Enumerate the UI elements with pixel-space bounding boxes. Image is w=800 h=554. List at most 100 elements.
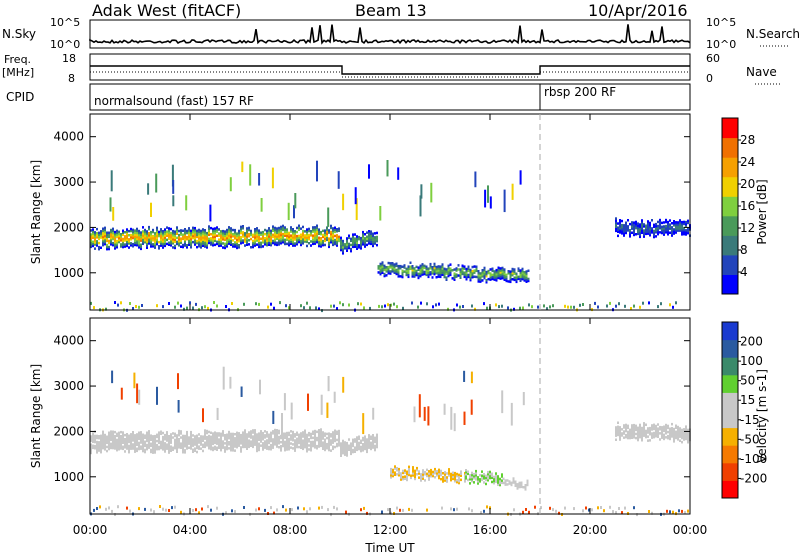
heatmap-cell [364,243,366,246]
heatmap-cell [218,238,220,241]
heatmap-cell [683,220,685,224]
heatmap-cell [400,472,402,475]
heatmap-cell [122,445,124,448]
heatmap-cell [324,239,326,243]
heatmap-cell [188,446,190,449]
heatmap-cell [142,234,144,237]
heatmap-cell [254,228,256,231]
heatmap-cell [120,237,122,240]
heatmap-cell [520,485,523,489]
heatmap-cell [465,275,468,279]
heatmap-cell [164,435,166,439]
heatmap-cell [444,479,446,482]
heatmap-cell [314,228,316,231]
heatmap-cell [284,226,286,229]
heatmap-cell [316,447,318,450]
heatmap-cell [519,269,522,272]
time-tick-label: 04:00 [173,523,208,537]
heatmap-cell [431,272,434,275]
heatmap-cell [511,278,514,281]
heatmap-cell [210,445,212,449]
heatmap-cell [174,434,176,438]
heatmap-cell [663,221,665,224]
heatmap-cell [452,475,454,479]
heatmap-cell [354,233,356,236]
heatmap-cell [90,233,92,236]
heatmap-cell [214,229,216,232]
heatmap-cell [214,439,216,443]
heatmap-cell [186,447,188,450]
heatmap-cell [615,225,617,228]
heatmap-cell [240,438,242,441]
heatmap-cell [276,439,278,442]
heatmap-cell [273,306,275,310]
heatmap-cell [491,277,494,281]
heatmap-cell [108,435,110,438]
heatmap-cell [518,483,521,487]
heatmap-cell [617,427,619,431]
heatmap-cell [198,230,200,234]
heatmap-cell [134,446,136,449]
heatmap-cell [134,436,136,439]
heatmap-cell [106,237,108,241]
heatmap-cell [354,239,356,242]
heatmap-cell [316,238,318,242]
heatmap-cell [240,446,242,449]
heatmap-cell [114,243,116,246]
heatmap-cell [108,445,110,449]
heatmap-cell [266,243,268,247]
heatmap-cell [188,231,190,234]
heatmap-cell [324,233,326,236]
heatmap-cell [124,235,126,238]
heatmap-cell [278,435,280,439]
heatmap-cell [279,301,281,305]
heatmap-cell [200,242,202,245]
heatmap-cell [294,439,296,442]
heatmap-cell [366,448,368,451]
heatmap-cell [368,442,370,445]
heatmap-cell [591,508,593,512]
heatmap-cell [308,229,310,233]
heatmap-cell [433,266,436,270]
heatmap-cell [679,427,681,430]
heatmap-cell [286,228,288,231]
heatmap-cell [344,245,346,248]
heatmap-cell [633,304,635,308]
heatmap-cell [286,236,288,239]
heatmap-cell [362,443,364,446]
heatmap-cell [310,449,312,452]
heatmap-cell [446,472,448,475]
heatmap-cell [395,268,398,272]
heatmap-cell [126,238,128,241]
heatmap-cell [419,272,422,276]
heatmap-cell [186,237,188,241]
heatmap-cell [318,232,320,235]
heatmap-cell [272,241,274,245]
heatmap-cell [122,237,124,241]
heatmap-cell [208,229,210,232]
heatmap-cell [374,236,376,239]
heatmap-cell [463,267,466,270]
heatmap-cell [398,467,400,471]
heatmap-cell [669,429,671,433]
heatmap-cell [138,431,140,434]
heatmap-cell [174,236,176,239]
heatmap-cell [441,267,444,270]
heatmap-cell [326,236,328,240]
heatmap-cell [260,440,262,443]
heatmap-cell [526,483,529,487]
heatmap-cell [398,474,400,477]
heatmap-cell [292,439,294,442]
heatmap-cell [376,437,378,441]
heatmap-cell [455,275,458,278]
heatmap-cell [318,228,320,231]
heatmap-cell [460,472,462,475]
heatmap-cell [120,387,123,400]
heatmap-cell [624,304,626,308]
heatmap-cell [258,243,260,247]
heatmap-cell [292,232,294,235]
heatmap-cell [475,265,478,268]
heatmap-cell [148,242,150,245]
heatmap-cell [429,271,432,274]
